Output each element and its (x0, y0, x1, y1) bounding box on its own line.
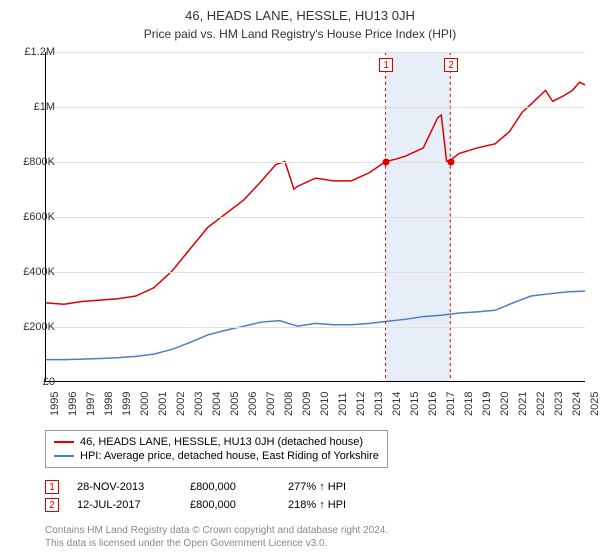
y-tick-label: £1M (10, 101, 55, 113)
y-tick-label: £600K (10, 211, 55, 223)
sale-row-pct: 218% ↑ HPI (288, 499, 378, 511)
series-line (46, 291, 585, 360)
sale-marker-box: 2 (444, 58, 458, 72)
x-tick-label: 1996 (67, 392, 79, 416)
x-tick-label: 2023 (553, 392, 565, 416)
footer-text: Contains HM Land Registry data © Crown c… (45, 524, 388, 550)
x-tick-label: 1997 (85, 392, 97, 416)
x-tick-label: 2004 (211, 392, 223, 416)
sale-row-date: 28-NOV-2013 (77, 481, 172, 493)
x-tick-label: 2021 (517, 392, 529, 416)
legend-item: HPI: Average price, detached house, East… (54, 449, 379, 463)
x-tick-label: 2001 (157, 392, 169, 416)
y-tick-label: £0 (10, 376, 55, 388)
y-tick-label: £1.2M (10, 46, 55, 58)
x-tick-label: 2010 (319, 392, 331, 416)
x-tick-label: 2020 (499, 392, 511, 416)
x-tick-label: 2000 (139, 392, 151, 416)
chart-subtitle: Price paid vs. HM Land Registry's House … (0, 23, 600, 49)
x-tick-label: 2011 (337, 392, 349, 416)
legend-item: 46, HEADS LANE, HESSLE, HU13 0JH (detach… (54, 435, 379, 449)
x-tick-label: 2005 (229, 392, 241, 416)
x-tick-label: 2022 (535, 392, 547, 416)
x-tick-label: 1998 (103, 392, 115, 416)
sale-row-marker: 1 (45, 480, 59, 494)
sale-marker-dot (383, 159, 390, 166)
plot-area: 12 (45, 52, 585, 382)
x-tick-label: 2003 (193, 392, 205, 416)
x-tick-label: 2025 (589, 392, 600, 416)
legend-swatch (54, 455, 74, 457)
series-line (46, 82, 585, 304)
legend-box: 46, HEADS LANE, HESSLE, HU13 0JH (detach… (45, 430, 388, 468)
x-tick-label: 2012 (355, 392, 367, 416)
x-tick-label: 2009 (301, 392, 313, 416)
sale-marker-dot (448, 159, 455, 166)
chart-container: 46, HEADS LANE, HESSLE, HU13 0JH Price p… (0, 0, 600, 560)
x-tick-label: 2006 (247, 392, 259, 416)
sale-row-price: £800,000 (190, 499, 270, 511)
sale-row-date: 12-JUL-2017 (77, 499, 172, 511)
x-tick-label: 2014 (391, 392, 403, 416)
sale-marker-box: 1 (379, 58, 393, 72)
y-tick-label: £200K (10, 321, 55, 333)
x-tick-label: 1995 (49, 392, 61, 416)
x-tick-label: 2008 (283, 392, 295, 416)
x-tick-label: 2024 (571, 392, 583, 416)
footer-line2: This data is licensed under the Open Gov… (45, 537, 388, 550)
sale-row: 2 12-JUL-2017 £800,000 218% ↑ HPI (45, 496, 378, 514)
x-tick-label: 1999 (121, 392, 133, 416)
legend-label: HPI: Average price, detached house, East… (80, 450, 379, 462)
footer-line1: Contains HM Land Registry data © Crown c… (45, 524, 388, 537)
x-tick-label: 2017 (445, 392, 457, 416)
legend-swatch (54, 441, 74, 443)
sale-row-price: £800,000 (190, 481, 270, 493)
x-tick-label: 2015 (409, 392, 421, 416)
sale-row: 1 28-NOV-2013 £800,000 277% ↑ HPI (45, 478, 378, 496)
legend-label: 46, HEADS LANE, HESSLE, HU13 0JH (detach… (80, 436, 363, 448)
sales-table: 1 28-NOV-2013 £800,000 277% ↑ HPI 2 12-JUL-20… (45, 478, 378, 514)
x-tick-label: 2019 (481, 392, 493, 416)
chart-title: 46, HEADS LANE, HESSLE, HU13 0JH (0, 0, 600, 23)
sale-row-marker: 2 (45, 498, 59, 512)
x-tick-label: 2013 (373, 392, 385, 416)
y-tick-label: £400K (10, 266, 55, 278)
x-tick-label: 2007 (265, 392, 277, 416)
sale-row-pct: 277% ↑ HPI (288, 481, 378, 493)
x-tick-label: 2016 (427, 392, 439, 416)
x-tick-label: 2002 (175, 392, 187, 416)
x-tick-label: 2018 (463, 392, 475, 416)
y-tick-label: £800K (10, 156, 55, 168)
